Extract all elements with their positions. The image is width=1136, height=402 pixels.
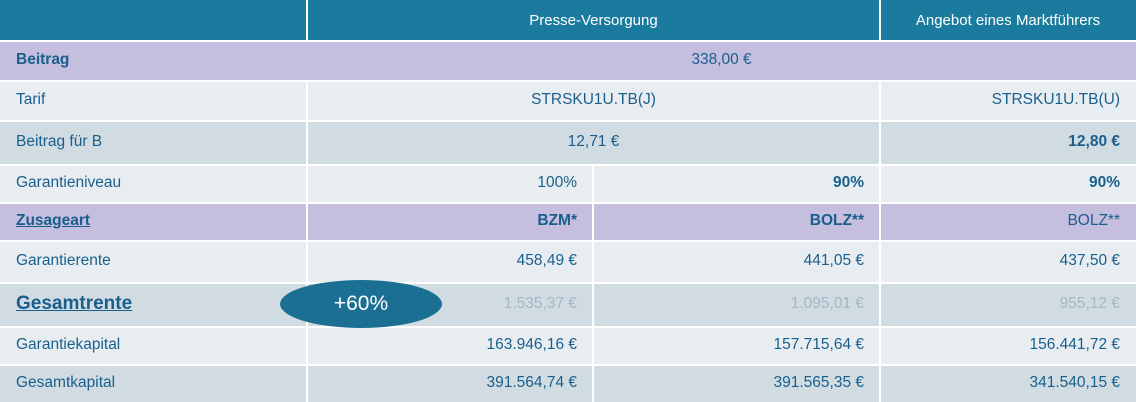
row-divider	[0, 282, 1136, 284]
gesamtkapital-p2: 391.565,35 €	[593, 364, 880, 402]
row-divider	[0, 80, 1136, 82]
row-divider	[0, 202, 1136, 204]
gesamtrente-label: Gesamtrente	[0, 282, 307, 326]
garantieniveau-p2: 90%	[593, 164, 880, 202]
row-divider	[0, 164, 1136, 166]
gesamtkapital-p1: 391.564,74 €	[307, 364, 593, 402]
garantierente-p2: 441,05 €	[593, 240, 880, 282]
garantiekapital-label: Garantiekapital	[0, 326, 307, 364]
tarif-presse: STRSKU1U.TB(J)	[307, 80, 880, 120]
garantierente-p1: 458,49 €	[307, 240, 593, 282]
header-empty	[0, 0, 307, 40]
zusageart-markt: BOLZ**	[880, 202, 1136, 240]
beitrag-value: 338,00 €	[307, 40, 1136, 80]
gesamtrente-p2: 1.095,01 €	[593, 282, 880, 326]
divider-col1	[306, 0, 308, 40]
zusageart-p2: BOLZ**	[593, 202, 880, 240]
garantierente-markt: 437,50 €	[880, 240, 1136, 282]
row-divider	[0, 364, 1136, 366]
header-presse-versorgung: Presse-Versorgung	[307, 0, 880, 40]
header-marktfuehrer: Angebot eines Marktführers	[880, 0, 1136, 40]
row-divider	[0, 240, 1136, 242]
garantierente-label: Garantierente	[0, 240, 307, 282]
beitrag-b-markt: 12,80 €	[880, 120, 1136, 164]
tarif-markt: STRSKU1U.TB(U)	[880, 80, 1136, 120]
beitrag-label: Beitrag	[0, 40, 307, 80]
garantieniveau-label: Garantieniveau	[0, 164, 307, 202]
gesamtrente-markt: 955,12 €	[880, 282, 1136, 326]
beitrag-b-presse: 12,71 €	[307, 120, 880, 164]
row-divider	[0, 40, 1136, 42]
plus-60-badge: +60%	[280, 280, 442, 328]
zusageart-label: Zusageart	[0, 202, 307, 240]
zusageart-p1: BZM*	[307, 202, 593, 240]
divider-col3	[879, 0, 881, 40]
gesamtkapital-label: Gesamtkapital	[0, 364, 307, 402]
garantieniveau-markt: 90%	[880, 164, 1136, 202]
beitrag-b-label: Beitrag für B	[0, 120, 307, 164]
row-divider	[0, 120, 1136, 122]
garantiekapital-markt: 156.441,72 €	[880, 326, 1136, 364]
gesamtkapital-markt: 341.540,15 €	[880, 364, 1136, 402]
garantieniveau-p1: 100%	[307, 164, 593, 202]
row-divider	[0, 326, 1136, 328]
garantiekapital-p1: 163.946,16 €	[307, 326, 593, 364]
tarif-label: Tarif	[0, 80, 307, 120]
garantiekapital-p2: 157.715,64 €	[593, 326, 880, 364]
